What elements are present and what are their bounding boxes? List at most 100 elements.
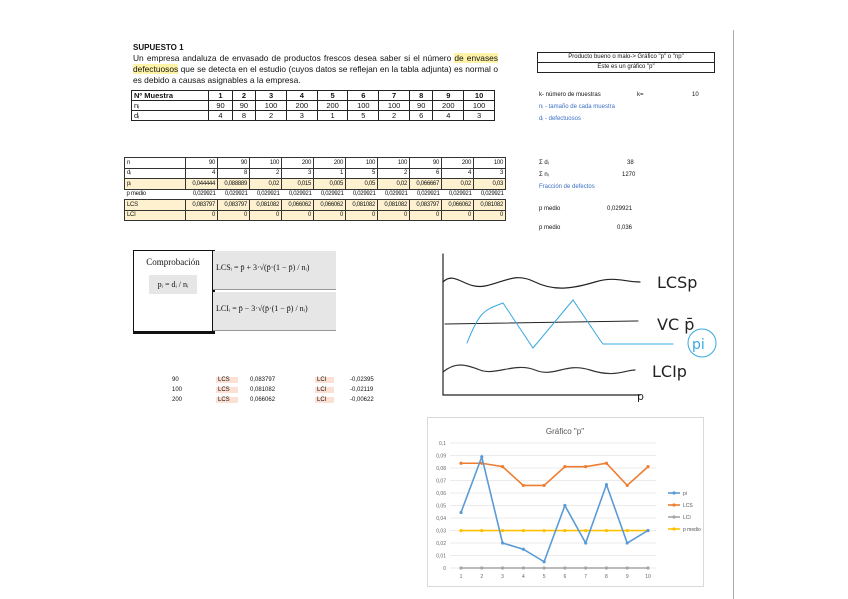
table-cell: 2 (249, 167, 282, 179)
sample-table: Nº Muestra 1 2 3 4 5 6 7 8 9 10 nᵢ 90 90 100 200 200 100 1… (130, 90, 495, 121)
sketch-lci-label: LCIp (652, 362, 687, 381)
sum-n-label: Σ nᵢ (539, 172, 549, 178)
y-tick-label: 0,1 (439, 441, 446, 447)
table-cell: 3 (285, 110, 318, 121)
section-title: SUPUESTO 1 (133, 43, 184, 52)
table-cell: 1 (313, 167, 346, 179)
data-point (459, 566, 463, 570)
table-cell: 200 (313, 157, 346, 169)
x-tick-label: 2 (480, 574, 483, 580)
data-point (646, 528, 650, 533)
table-cell: pᵢ (124, 178, 186, 190)
table-cell: 100 (463, 100, 495, 111)
table-cell: 0,081082 (473, 199, 506, 211)
limit-cell: 100 (172, 387, 183, 393)
data-point (480, 528, 484, 533)
x-tick-label: 9 (626, 574, 629, 580)
table-cell: 100 (377, 157, 410, 169)
pmedio-value: 0,029921 (607, 206, 633, 212)
table-cell: 3 (281, 167, 314, 179)
limit-cell: LCS (216, 397, 238, 403)
table-cell: 0 (409, 209, 442, 221)
x-tick-label: 1 (460, 574, 463, 580)
table-cell: 100 (255, 100, 287, 111)
table-cell: 2 (231, 90, 257, 101)
table-cell: 90 (408, 100, 434, 111)
p-chart: Gráfico "p" 0 0,01 0,02 0,03 0,04 0,05 0,06 0,0… (427, 417, 704, 587)
k-value: 10 (692, 92, 699, 98)
data-point (500, 566, 505, 570)
calc-table: n 90 90 100 200 200 100 100 90 200 100 dᵢ 4 8 2 3 1 5 2 6 4 3… (124, 157, 506, 221)
table-cell: 0,02 (249, 178, 282, 190)
table-row: p medio 0,029921 0,029921 0,029921 0,029921 0… (124, 188, 506, 200)
formula-title: Comprobación (146, 257, 200, 267)
table-cell: 200 (441, 157, 474, 169)
pi-formula: pᵢ = dᵢ / nᵢ (149, 275, 197, 294)
table-cell: 0,081082 (345, 199, 378, 211)
data-point (584, 541, 588, 545)
table-cell: 1 (316, 110, 349, 121)
table-cell: 3 (255, 90, 287, 101)
table-cell: 7 (378, 90, 410, 101)
y-tick-label: 0,08 (436, 466, 446, 472)
table-cell: 5 (316, 90, 349, 101)
data-point (563, 465, 567, 469)
data-point (459, 528, 463, 533)
series-line-LCS (461, 462, 649, 487)
table-row: dᵢ 4 8 2 3 1 5 2 6 4 3 (130, 110, 495, 121)
table-cell: 90 (185, 157, 218, 169)
table-cell: 0 (313, 209, 346, 221)
data-point (480, 455, 484, 459)
table-cell: 0,029921 (345, 188, 378, 200)
data-point (542, 560, 546, 564)
limit-cell: LCS (216, 377, 238, 383)
data-point (625, 566, 629, 570)
data-point (646, 566, 650, 570)
table-cell: Nº Muestra (130, 90, 210, 101)
data-point (459, 510, 463, 515)
table-cell: 0,029921 (377, 188, 410, 200)
sketch-lci-line (442, 364, 636, 375)
x-tick-label: 8 (605, 574, 608, 580)
data-point (604, 528, 609, 533)
data-point (521, 483, 525, 488)
table-cell: 0,066667 (409, 178, 442, 190)
y-tick-label: 0,03 (436, 529, 446, 535)
sketch-vc-line (444, 320, 639, 325)
data-point (584, 566, 588, 570)
table-cell: LCI (124, 209, 186, 221)
limit-cell: 90 (172, 377, 179, 383)
data-point (542, 566, 546, 570)
legend-label: LCI (683, 515, 691, 521)
data-point (500, 528, 505, 533)
sketch-axes (442, 253, 641, 396)
table-cell: 0,044444 (185, 178, 218, 190)
info-line: Producto bueno o malo-> Gráfico "p" o "n… (537, 52, 715, 63)
table-cell: nᵢ (130, 100, 210, 111)
x-tick-label: 7 (584, 574, 587, 580)
y-tick-label: 0,09 (436, 454, 446, 460)
table-cell: 5 (347, 110, 380, 121)
table-cell: 5 (345, 167, 378, 179)
text: que se detecta en el estudio (cuyos dato… (133, 64, 498, 85)
data-point (521, 566, 525, 570)
table-cell: 2 (378, 110, 410, 121)
legend-marker (672, 503, 676, 507)
table-cell: 0,029921 (281, 188, 314, 200)
limit-cell: 0,081082 (250, 387, 276, 393)
data-point (521, 547, 525, 551)
data-point (563, 528, 567, 533)
table-cell: 0,066062 (313, 199, 346, 211)
limit-cell: 200 (172, 397, 183, 403)
table-cell: 0 (281, 209, 314, 221)
sketch-lcs-line (442, 277, 641, 289)
sketch-pi-label: pi (692, 337, 705, 353)
sketch-pi-line (466, 299, 674, 349)
k-label: k- número de muestras (539, 92, 601, 98)
table-cell: 90 (409, 157, 442, 169)
sum-n-value: 1270 (622, 172, 636, 178)
table-cell: dᵢ (130, 110, 210, 121)
data-point (542, 528, 546, 533)
data-point (563, 566, 567, 570)
table-cell: 0,02 (377, 178, 410, 190)
